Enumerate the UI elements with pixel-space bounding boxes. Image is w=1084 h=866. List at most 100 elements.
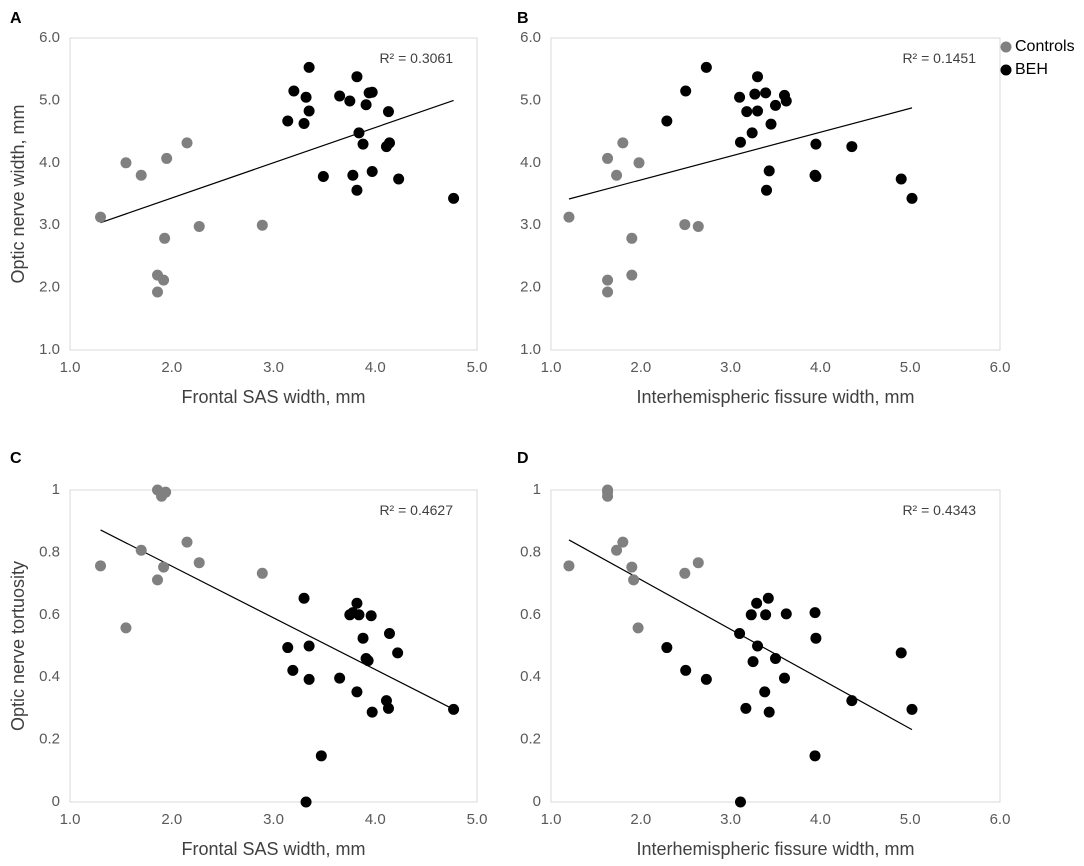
beh-point (810, 632, 822, 644)
panel-letter: B (517, 10, 529, 27)
controls-point (158, 561, 170, 573)
controls-point (626, 269, 638, 281)
beh-point (752, 71, 764, 83)
controls-point (563, 560, 575, 572)
beh-point (382, 702, 394, 714)
r-squared-label: R² = 0.3061 (379, 50, 453, 66)
beh-point (752, 640, 764, 652)
beh-point (282, 115, 294, 127)
beh-point (303, 673, 315, 685)
x-tick-label: 4.0 (365, 811, 386, 828)
legend-controls-label: Controls (1015, 38, 1075, 55)
controls-point (135, 169, 147, 181)
controls-point (161, 152, 173, 164)
beh-point (846, 695, 858, 707)
x-axis-title: Frontal SAS width, mm (181, 839, 365, 859)
y-tick-label: 0.8 (39, 543, 60, 560)
beh-point (745, 609, 757, 621)
beh-point (810, 171, 822, 183)
y-tick-label: 1 (52, 481, 60, 498)
controls-point (692, 220, 704, 232)
controls-point (120, 622, 132, 634)
y-tick-label: 5.0 (520, 91, 541, 108)
plot-area-frame (550, 37, 1001, 351)
beh-point (741, 106, 753, 118)
beh-point (751, 597, 763, 609)
beh-point (353, 609, 365, 621)
controls-point (181, 137, 193, 149)
y-tick-label: 6.0 (520, 29, 541, 46)
beh-point (700, 61, 712, 73)
y-tick-label: 1.0 (520, 341, 541, 358)
beh-point (770, 99, 781, 111)
beh-point (362, 655, 374, 667)
beh-point (300, 796, 312, 808)
beh-point (298, 117, 310, 129)
y-tick-label: 1.0 (39, 341, 60, 358)
plot-area-frame (550, 489, 1001, 803)
y-tick-label: 0.2 (520, 731, 541, 748)
beh-point (760, 87, 772, 99)
x-axis-title: Frontal SAS width, mm (181, 387, 365, 407)
y-tick-label: 0.6 (39, 606, 60, 623)
x-tick-label: 3.0 (720, 359, 741, 376)
beh-point (351, 184, 363, 196)
y-tick-label: 6.0 (39, 29, 60, 46)
controls-point (628, 574, 640, 586)
y-tick-label: 1 (533, 481, 541, 498)
beh-point (762, 592, 774, 604)
controls-point (160, 486, 172, 498)
beh-point (906, 192, 918, 204)
beh-point (366, 86, 378, 98)
controls-point (632, 622, 644, 634)
legend: Controls BEH (1000, 38, 1075, 78)
beh-point (680, 85, 692, 97)
x-tick-label: 2.0 (630, 811, 651, 828)
x-tick-label: 3.0 (720, 811, 741, 828)
x-tick-label: 5.0 (467, 359, 488, 376)
beh-point (761, 184, 773, 196)
trend-line (100, 529, 454, 710)
beh-point (749, 88, 761, 100)
controls-point (95, 211, 107, 223)
panel-letter: D (517, 450, 529, 467)
legend-controls-marker (1000, 41, 1012, 53)
controls-point (152, 286, 164, 298)
beh-point (680, 664, 692, 676)
beh-point (300, 91, 312, 103)
legend-beh-label: BEH (1015, 61, 1048, 78)
y-tick-label: 3.0 (520, 216, 541, 233)
trend-line (100, 99, 454, 224)
y-tick-label: 0.4 (520, 668, 541, 685)
y-tick-label: 5.0 (39, 91, 60, 108)
beh-point (448, 192, 460, 204)
controls-point (611, 169, 623, 181)
beh-point (763, 706, 775, 718)
y-axis-title: Optic nerve tortuosity (8, 561, 28, 731)
x-tick-label: 2.0 (161, 359, 182, 376)
beh-point (357, 138, 369, 150)
beh-point (303, 640, 315, 652)
beh-point (906, 703, 918, 715)
r-squared-label: R² = 0.1451 (902, 50, 976, 66)
beh-point (747, 656, 759, 668)
beh-point (734, 136, 746, 148)
legend-beh-marker (1000, 64, 1012, 76)
y-tick-label: 0.6 (520, 606, 541, 623)
controls-point (602, 274, 614, 286)
beh-point (700, 673, 712, 685)
controls-point (193, 220, 205, 232)
beh-point (778, 672, 790, 684)
controls-point (692, 557, 704, 569)
r-squared-label: R² = 0.4343 (902, 502, 976, 518)
beh-point (366, 166, 378, 178)
beh-point (344, 95, 356, 107)
beh-point (759, 686, 771, 698)
beh-point (760, 609, 772, 621)
beh-point (382, 106, 394, 118)
y-axis-title: Optic nerve width, mm (8, 104, 28, 283)
x-tick-label: 6.0 (990, 811, 1011, 828)
x-tick-label: 2.0 (630, 359, 651, 376)
controls-point (181, 536, 193, 548)
beh-point (661, 642, 673, 654)
